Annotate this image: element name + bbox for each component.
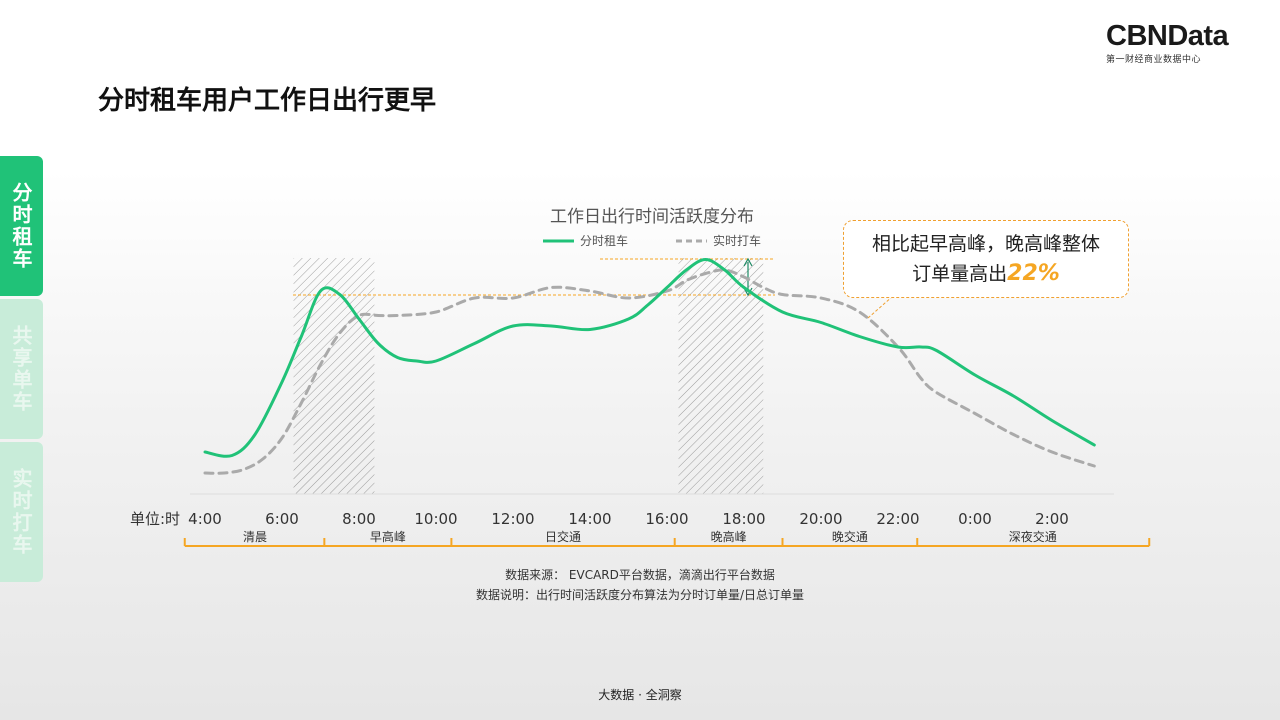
callout-pointer (867, 295, 894, 319)
x-tick-label: 22:00 (876, 510, 919, 528)
x-tick-label: 18:00 (722, 510, 765, 528)
callout-highlight: 22% (1007, 261, 1060, 286)
logo-name: CBNData (1106, 20, 1229, 52)
x-tick-label: 12:00 (491, 510, 534, 528)
x-tick-label: 10:00 (414, 510, 457, 528)
period-label: 清晨 (243, 530, 267, 544)
difference-arrow-top (743, 257, 753, 267)
footer-slogan: 大数据 · 全洞察 (598, 688, 682, 702)
callout-box: 相比起早高峰，晚高峰整体 订单量高出22% (843, 220, 1129, 298)
legend-label-taxi: 实时打车 (713, 233, 761, 248)
page-title: 分时租车用户工作日出行更早 (98, 86, 437, 116)
legend: 分时租车 实时打车 (543, 233, 761, 248)
data-source-note: 数据来源： EVCARD平台数据，滴滴出行平台数据 (505, 568, 775, 582)
legend-label-rental: 分时租车 (580, 233, 628, 248)
tab-taxi[interactable]: 实时打车 (0, 442, 43, 582)
tab-rental[interactable]: 分时租车 (0, 156, 43, 296)
logo: CBNData 第一财经商业数据中心 (1106, 20, 1244, 65)
tab-bike-sharing[interactable]: 共享单车 (0, 299, 43, 439)
x-tick-label: 6:00 (265, 510, 299, 528)
x-axis-unit-label: 单位:时 (130, 510, 180, 528)
peak-shade-0 (293, 258, 375, 494)
x-tick-label: 20:00 (799, 510, 842, 528)
series-line-taxi (203, 268, 1096, 475)
period-label: 日交通 (545, 529, 581, 544)
x-tick-label: 4:00 (188, 510, 222, 528)
period-label: 晚交通 (832, 529, 868, 544)
x-tick-label: 2:00 (1035, 510, 1069, 528)
callout-text-line2: 订单量高出22% (844, 259, 1128, 289)
x-tick-label: 16:00 (645, 510, 688, 528)
x-tick-label: 14:00 (568, 510, 611, 528)
period-label: 晚高峰 (711, 529, 747, 544)
side-tabs: 分时租车 共享单车 实时打车 (0, 156, 43, 585)
callout-text-line1: 相比起早高峰，晚高峰整体 (871, 233, 1100, 255)
data-explanation-note: 数据说明：出行时间活跃度分布算法为分时订单量/日总订单量 (475, 588, 805, 602)
logo-tagline: 第一财经商业数据中心 (1106, 55, 1202, 65)
x-tick-label: 0:00 (958, 510, 992, 528)
period-label: 深夜交通 (1009, 529, 1057, 544)
period-label: 早高峰 (370, 529, 406, 544)
difference-arrow-bottom (743, 287, 753, 297)
callout-text: 订单量高出 (912, 263, 1008, 285)
x-tick-label: 8:00 (342, 510, 376, 528)
series-line-rental (203, 257, 1096, 458)
peak-shade-1 (678, 258, 764, 494)
chart-title: 工作日出行时间活跃度分布 (550, 207, 754, 227)
